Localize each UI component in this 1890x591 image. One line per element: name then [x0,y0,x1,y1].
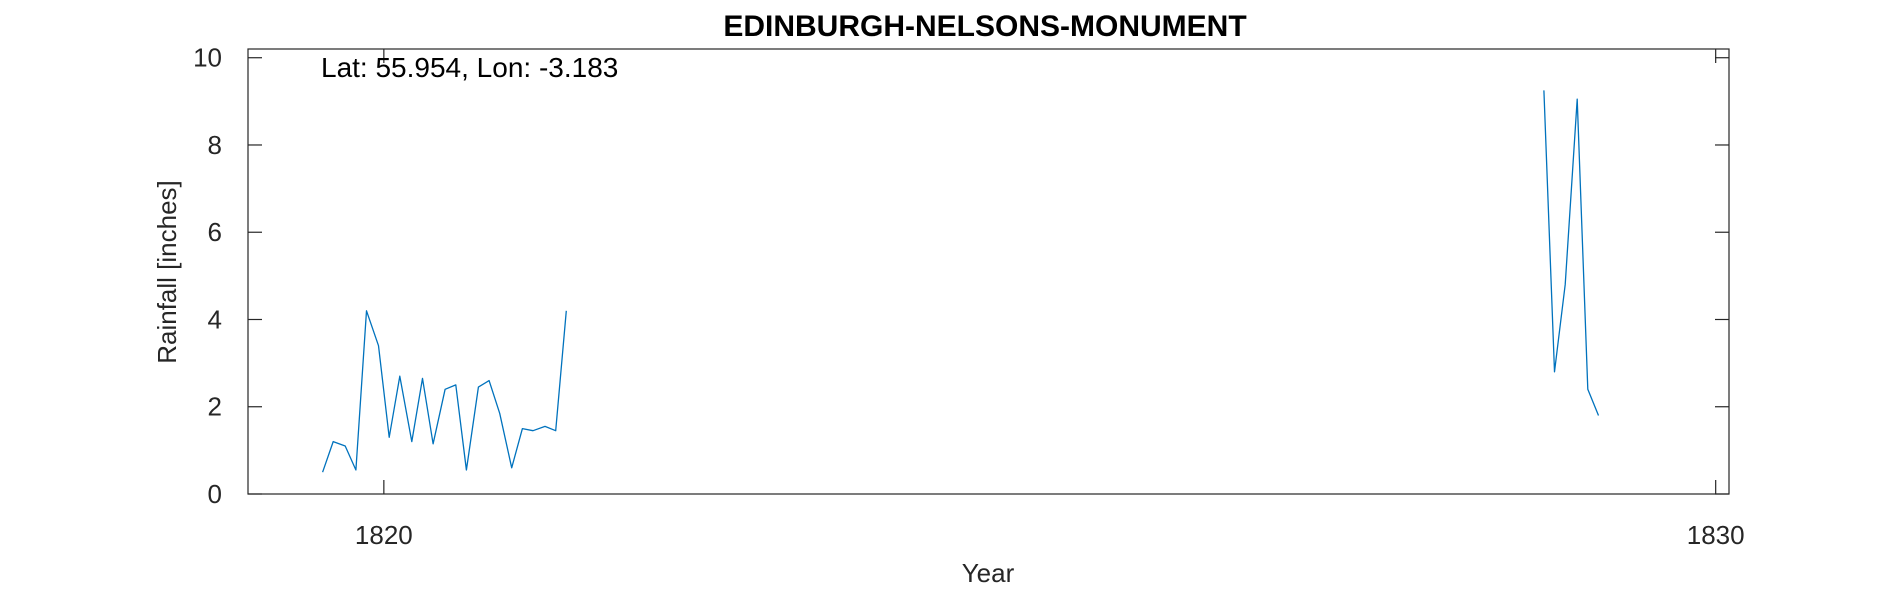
y-axis-label: Rainfall [inches] [152,180,182,364]
x-axis-label: Year [962,558,1015,588]
rainfall-line-segment-2 [1543,90,1600,416]
y-tick-label-3: 6 [208,217,222,247]
x-tick-label-1: 1830 [1687,520,1745,550]
plot-area [247,48,1730,495]
x-tick-label-0: 1820 [355,520,413,550]
rainfall-line-segment-1 [321,310,567,473]
y-tick-label-4: 8 [208,130,222,160]
axis-ticks [248,49,1729,495]
y-tick-label-2: 4 [208,304,222,334]
y-tick-label-1: 2 [208,392,222,422]
data-series [321,90,1600,473]
tick-labels: 0 2 4 6 8 10 1820 1830 [193,43,1745,550]
location-annotation: Lat: 55.954, Lon: -3.183 [321,52,618,83]
y-tick-label-0: 0 [208,479,222,509]
y-tick-label-5: 10 [193,43,222,73]
chart-title: EDINBURGH-NELSONS-MONUMENT [723,10,1246,43]
